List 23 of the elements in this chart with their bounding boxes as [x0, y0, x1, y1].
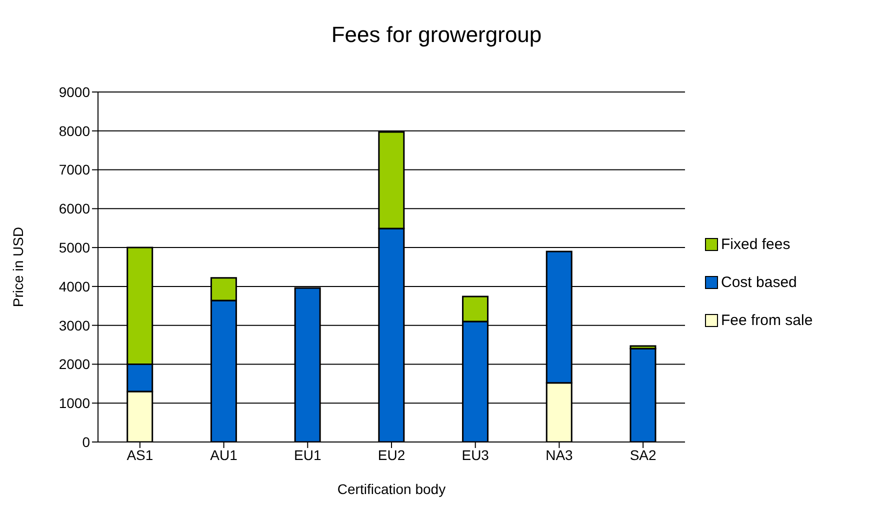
- y-tick-label: 2000: [58, 356, 90, 372]
- y-tick-label: 3000: [58, 317, 90, 334]
- y-tick-label: 9000: [58, 84, 90, 100]
- x-tick-label: AU1: [210, 446, 238, 463]
- legend-label: Fixed fees: [721, 236, 790, 252]
- x-tick-label: EU3: [462, 446, 490, 463]
- x-tick-label: NA3: [546, 446, 574, 463]
- y-axis-title: Price in USD: [10, 226, 26, 308]
- y-tick-label: 0: [82, 434, 90, 450]
- y-tick-label: 4000: [58, 278, 90, 294]
- y-tick-label: 7000: [58, 162, 90, 178]
- y-tick-label: 5000: [58, 240, 90, 256]
- x-tick-label: EU1: [294, 446, 322, 463]
- y-tick-label: 8000: [58, 122, 90, 139]
- legend-label: Cost based: [721, 274, 797, 290]
- legend-label: Fee from sale: [721, 312, 813, 328]
- x-axis-title: Certification body: [337, 481, 446, 497]
- x-tick-label: SA2: [630, 446, 657, 463]
- chart-title: Fees for growergroup: [330, 21, 543, 49]
- y-tick-label: 1000: [58, 395, 90, 412]
- x-tick-label: AS1: [126, 446, 154, 463]
- y-tick-label: 6000: [58, 200, 90, 217]
- x-tick-label: EU2: [378, 446, 406, 463]
